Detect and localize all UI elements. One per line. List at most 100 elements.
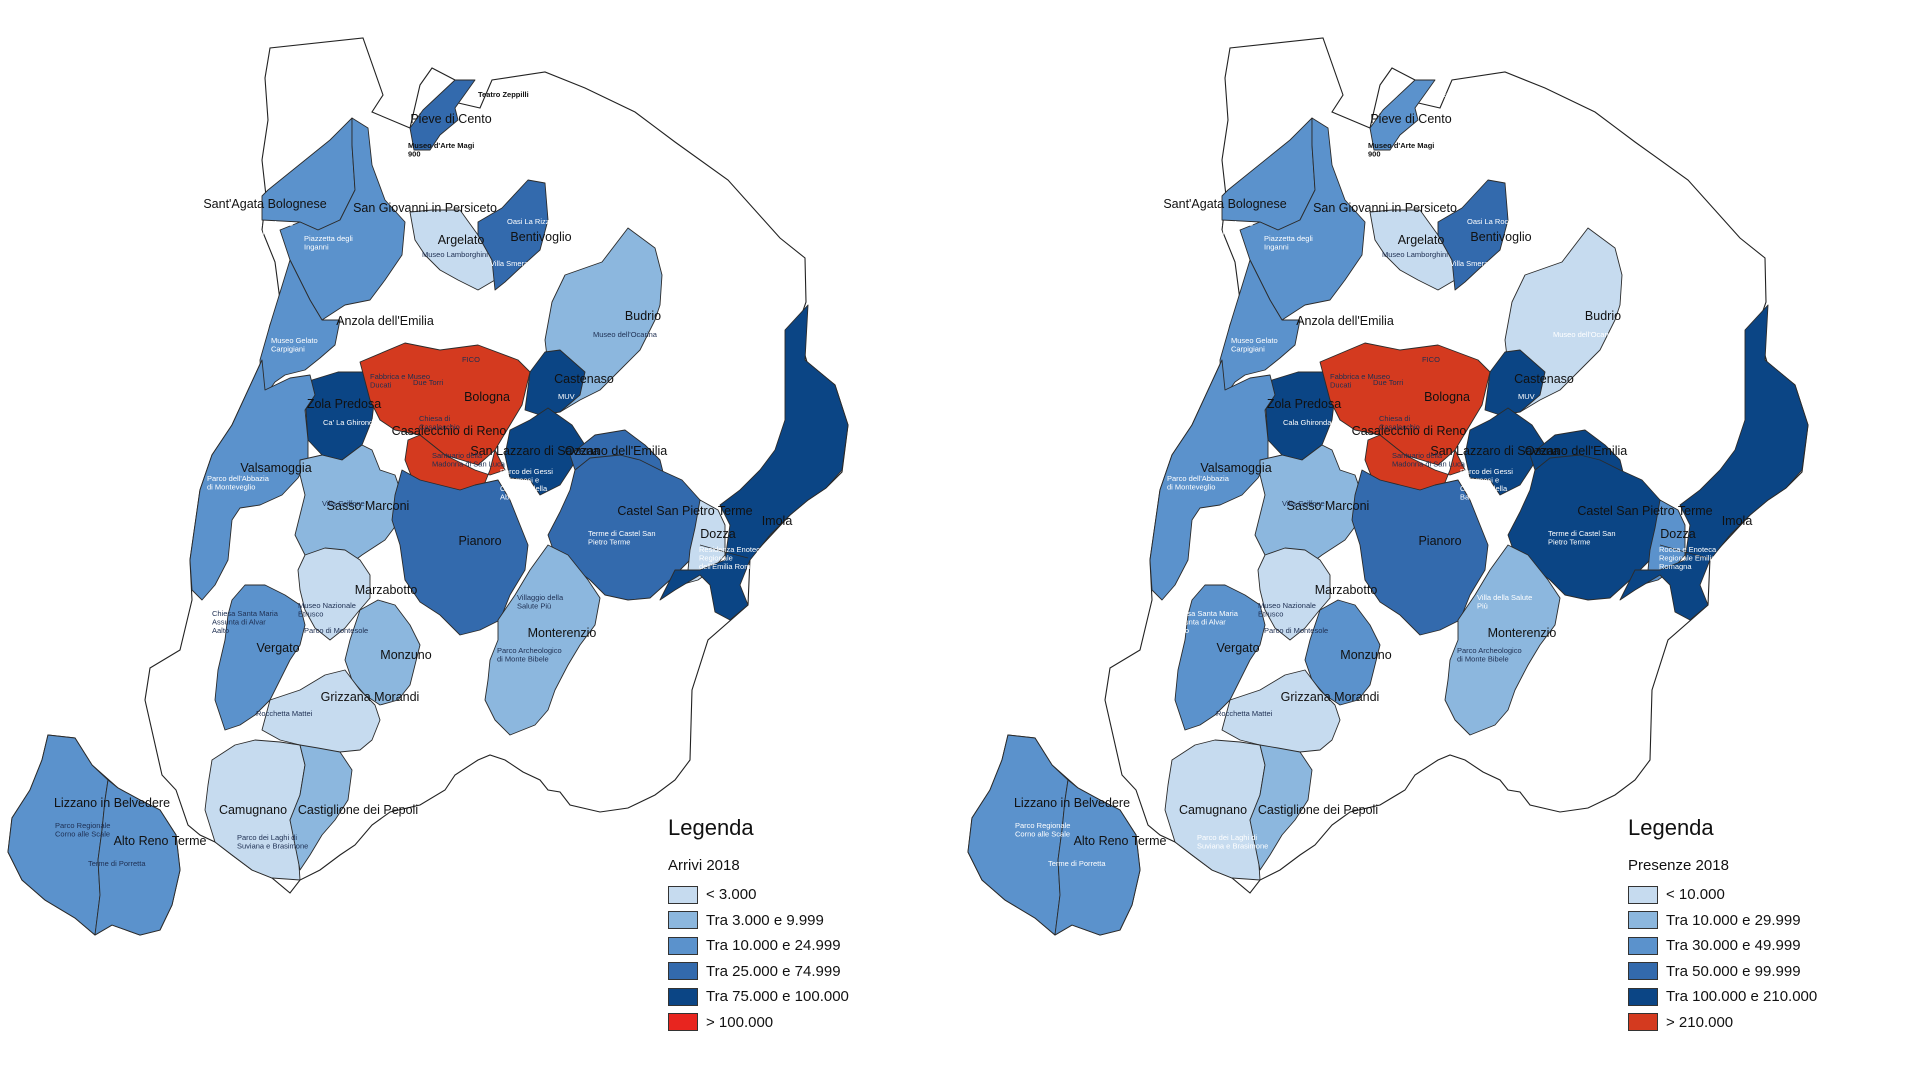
municipality-label: Budrio: [1585, 309, 1621, 323]
boundary-line: [1659, 544, 1709, 559]
municipality-label: Bentivoglio: [1470, 230, 1531, 244]
poi-label: Oasi La Rocca: [1467, 217, 1517, 226]
legend-label: Tra 25.000 e 74.999: [706, 962, 841, 980]
poi-label: Fabbrica e Museo Lamborghini: [1193, 219, 1253, 237]
municipality-label: Pieve di Cento: [1370, 112, 1451, 126]
legend-swatch: [1628, 885, 1658, 904]
legend-title: Legenda: [668, 815, 754, 840]
municipality-castenaso: [1484, 349, 1546, 416]
municipality-pieve-di-cento: [1369, 79, 1436, 151]
poi-label: Villa Griffone: [1282, 499, 1325, 508]
municipality-monterenzio: [1444, 544, 1561, 736]
municipality-label: Anzola dell'Emilia: [1296, 314, 1394, 328]
legend-item: < 10.000: [1628, 882, 1817, 908]
municipality-castenaso: [524, 349, 586, 416]
poi-label: Parco di Montesole: [304, 626, 368, 635]
municipality-label: Ozzano dell'Emilia: [1525, 444, 1627, 458]
municipality-label: Camugnano: [219, 803, 287, 817]
poi-label: MUV: [558, 392, 575, 401]
municipality-label: Castiglione dei Pepoli: [298, 803, 418, 817]
poi-label: Museo Lamborghini: [422, 250, 488, 259]
poi-label: Chiesa di Casalecchio: [419, 414, 460, 432]
municipality-label: Bologna: [464, 390, 510, 404]
legend-label: < 3.000: [706, 886, 757, 904]
municipality-label: Argelato: [438, 233, 485, 247]
poi-label: Chiesa Santa Maria Assunta di Alvar Aalto: [1172, 609, 1239, 635]
legend-swatch: [1628, 936, 1658, 955]
poi-label: Due Torri: [1373, 378, 1404, 387]
municipality-vergato: [214, 584, 306, 731]
municipality-castiglione-dei-pepoli: [289, 744, 353, 871]
legend-subtitle: Presenze 2018: [1628, 857, 1729, 874]
poi-label: Parco dei Gessi Bolognesi e Calanchi della…: [500, 467, 553, 502]
poi-label: Villa Smeralda: [1450, 259, 1499, 268]
legend-swatch: [668, 1013, 698, 1032]
poi-label: Ca' La Ghironda: [323, 418, 378, 427]
municipality-label: Camugnano: [1179, 803, 1247, 817]
legend-label: Tra 100.000 e 210.000: [1666, 988, 1818, 1006]
poi-label: Chiesa di Casalecchio: [1379, 414, 1420, 432]
municipality-san-lazzaro-di-savena: [1464, 407, 1546, 496]
poi-label: Rocchetta Mattei: [256, 709, 313, 718]
legend-label: > 100.000: [706, 1013, 774, 1031]
municipality-label: Castel San Pietro Terme: [617, 504, 752, 518]
municipality-label: San Giovanni in Persiceto: [353, 201, 497, 215]
municipality-sasso-marconi: [1254, 444, 1363, 569]
municipality-label: Alto Reno Terme: [1074, 834, 1167, 848]
poi-label: Teatro Zeppilli: [1438, 90, 1485, 99]
municipality-label: Monterenzio: [528, 626, 597, 640]
poi-label: Parco Regionale Corno alle Scale: [55, 821, 110, 839]
municipality-monzuno: [1304, 599, 1381, 706]
poi-label: Parco dei Gessi Bolognesi e Calanchi della…: [1460, 467, 1513, 502]
municipality-monterenzio: [484, 544, 601, 736]
legend-item: Tra 10.000 e 29.999: [1628, 908, 1817, 934]
poi-label: Museo d'Arte Magi 900: [408, 141, 474, 159]
municipality-label: Marzabotto: [1315, 583, 1378, 597]
poi-label: Terme di Porretta: [88, 859, 146, 868]
poi-label: Museo Gelato Carpigiani: [1231, 336, 1278, 354]
municipality-label: Castenaso: [1514, 372, 1574, 386]
poi-label: Rocca e Enoteca Regionale Emilia Romagna: [1659, 545, 1717, 571]
municipality-label: Dozza: [1660, 527, 1695, 541]
legend-item: Tra 75.000 e 100.000: [668, 984, 849, 1010]
municipality-pieve-di-cento: [409, 79, 476, 151]
legend-swatch: [668, 962, 698, 981]
municipality-label: Bologna: [1424, 390, 1470, 404]
legend-item: > 100.000: [668, 1010, 849, 1036]
legend-swatch: [1628, 911, 1658, 930]
legend-item: Tra 10.000 e 24.999: [668, 933, 849, 959]
poi-label: Parco Archeologico di Monte Bibele: [1457, 646, 1522, 664]
poi-label: Museo Nazionale Etrusco: [298, 601, 356, 619]
municipality-label: Dozza: [700, 527, 735, 541]
municipality-label: Imola: [1722, 514, 1753, 528]
municipality-argelato: [409, 209, 496, 291]
municipality-bologna: [359, 342, 531, 466]
municipality-grizzana-morandi: [261, 669, 381, 753]
municipality-grizzana-morandi: [1221, 669, 1341, 753]
municipality-bologna: [1319, 342, 1491, 466]
municipality-label: Pianoro: [458, 534, 501, 548]
municipality-imola: [1619, 304, 1809, 621]
municipality-label: Anzola dell'Emilia: [336, 314, 434, 328]
municipality-label: Casalecchio di Reno: [1352, 424, 1467, 438]
poi-label: Parco di Montesole: [1264, 626, 1328, 635]
legend-swatch: [668, 911, 698, 930]
poi-label: Villa Smeraldi: [490, 259, 536, 268]
poi-label: Oasi La Rizza: [507, 217, 555, 226]
municipality-label: Argelato: [1398, 233, 1445, 247]
legend-label: Tra 10.000 e 29.999: [1666, 911, 1801, 929]
poi-label: Rocca Sforzesca: [775, 530, 833, 539]
poi-label: Villaggio della Salute Più: [517, 593, 564, 611]
poi-label: Villa Griffone: [322, 499, 365, 508]
legend-title: Legenda: [1628, 815, 1714, 840]
municipality-label: Zola Predosa: [1267, 397, 1341, 411]
poi-label: Fabbrica e Museo Ducati: [1330, 372, 1390, 390]
municipality-san-lazzaro-di-savena: [504, 407, 586, 496]
municipality-pianoro: [391, 469, 529, 636]
poi-label: FICO: [1422, 355, 1440, 364]
legend-item: Tra 50.000 e 99.999: [1628, 959, 1817, 985]
legend-item: Tra 100.000 e 210.000: [1628, 984, 1817, 1010]
municipality-marzabotto: [297, 547, 371, 641]
poi-label: Teatro Zeppilli: [478, 90, 529, 99]
municipality-label: Vergato: [1216, 641, 1259, 655]
